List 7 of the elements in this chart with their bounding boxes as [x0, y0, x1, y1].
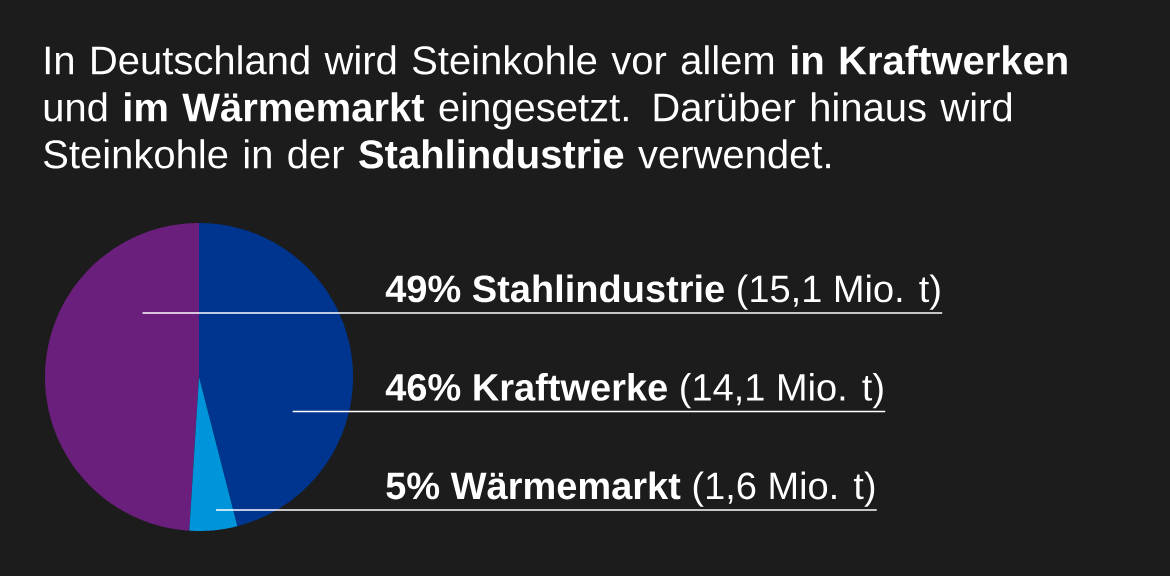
- data-label: 5%: [386, 472, 440, 500]
- slice-label: Wärmemarkt (1,6 Mio. t): [450, 471, 875, 507]
- data-label: 49%: [385, 275, 461, 303]
- slice-label: Kraftwerke (14,1 Mio. t): [474, 372, 883, 409]
- chart-title: In Deutschland wird Steinkohle vor allem in Kraftwerken und im Wärmemarkt eingesetzt. Darüber hinaus wird Steinkohle in der Stahlindustrie verwendet.: [44, 45, 1067, 169]
- data-label: 46%: [385, 373, 461, 401]
- slice-label: Stahlindustrie (15,1 Mio. t): [472, 274, 940, 310]
